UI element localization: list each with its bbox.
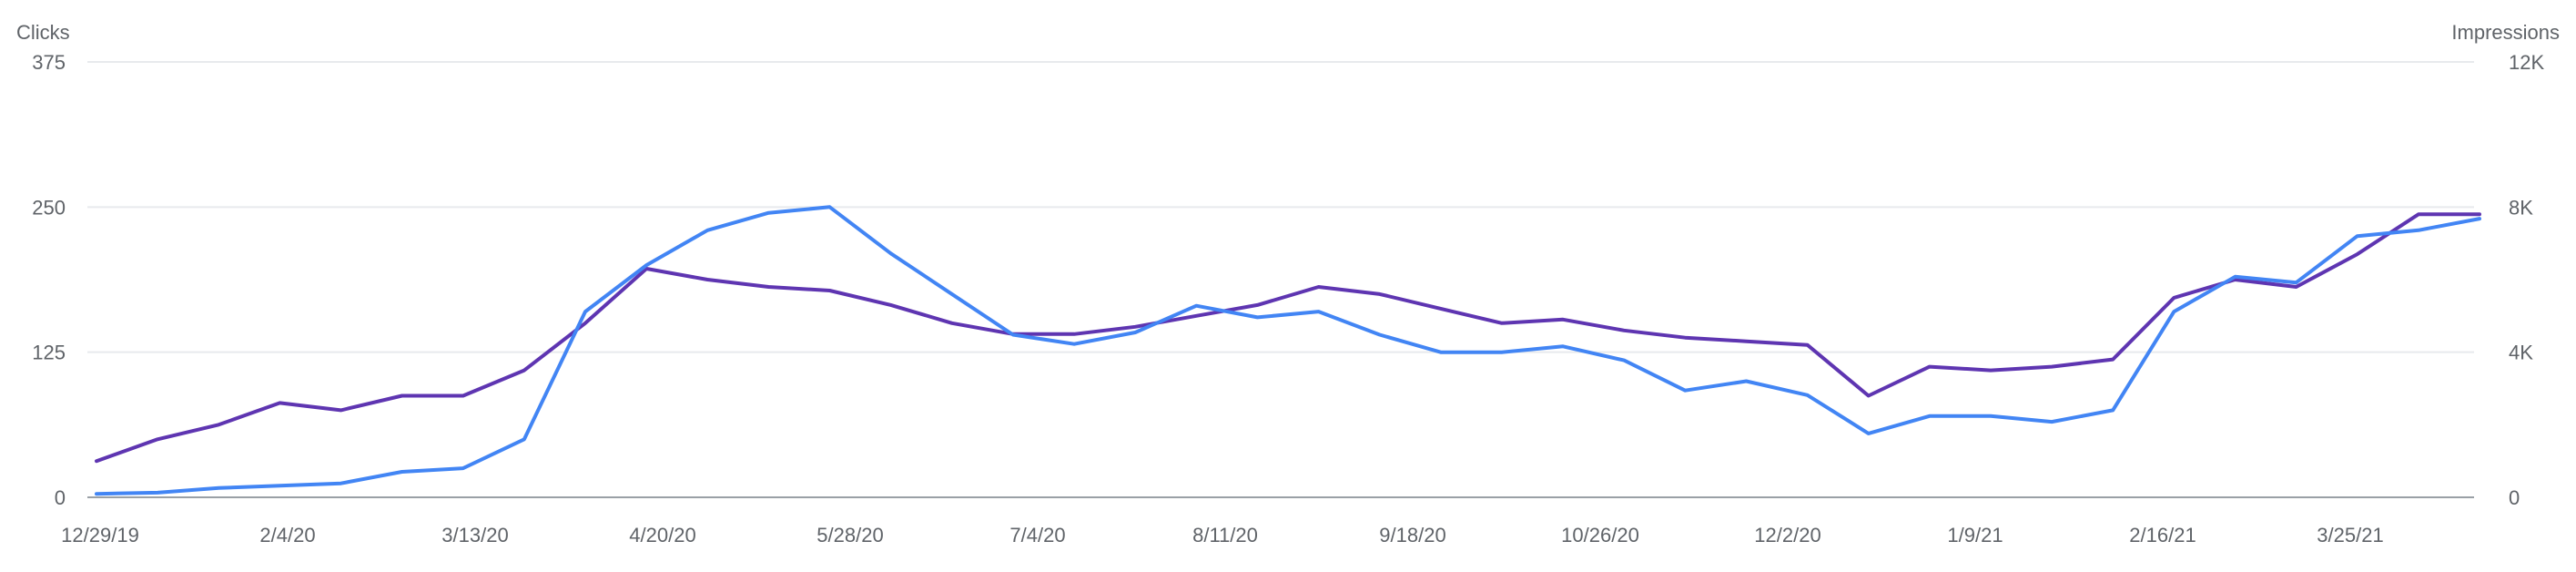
left-axis-tick-label: 375 bbox=[32, 51, 66, 74]
x-axis-tick-label: 9/18/20 bbox=[1379, 524, 1445, 546]
right-axis-title: Impressions bbox=[2451, 21, 2560, 44]
right-axis-tick-label: 0 bbox=[2509, 486, 2520, 509]
x-axis-tick-label: 4/20/20 bbox=[629, 524, 695, 546]
x-axis-tick-label: 1/9/21 bbox=[1947, 524, 2003, 546]
left-axis-tick-label: 250 bbox=[32, 196, 66, 219]
right-axis-tick-label: 12K bbox=[2509, 51, 2544, 74]
x-axis-tick-label: 8/11/20 bbox=[1192, 524, 1258, 546]
left-axis-tick-label: 0 bbox=[55, 486, 66, 509]
x-axis-tick-label: 10/26/20 bbox=[1561, 524, 1639, 546]
x-axis-tick-label: 12/2/20 bbox=[1754, 524, 1820, 546]
x-axis-tick-label: 5/28/20 bbox=[816, 524, 883, 546]
series-lines bbox=[95, 205, 2481, 496]
left-axis-title: Clicks bbox=[16, 21, 70, 44]
x-axis-tick-label: 3/13/20 bbox=[441, 524, 508, 546]
series-line-impressions bbox=[95, 212, 2481, 464]
x-axis-tick-label: 7/4/20 bbox=[1009, 524, 1065, 546]
series-line-clicks bbox=[95, 205, 2481, 496]
right-axis-tick-label: 4K bbox=[2509, 342, 2533, 364]
right-axis-tick-label: 8K bbox=[2509, 196, 2533, 219]
gridlines bbox=[87, 61, 2474, 498]
x-axis-tick-label: 3/25/21 bbox=[2317, 524, 2383, 546]
x-axis-tick-label: 2/4/20 bbox=[259, 524, 315, 546]
left-axis-tick-label: 125 bbox=[32, 342, 66, 364]
x-axis-tick-label: 12/29/19 bbox=[61, 524, 139, 546]
axis-labels: Clicks Impressions 0 0 125 4K 250 8K 375 12K 12/… bbox=[16, 21, 2560, 546]
x-axis-tick-label: 2/16/21 bbox=[2129, 524, 2196, 546]
